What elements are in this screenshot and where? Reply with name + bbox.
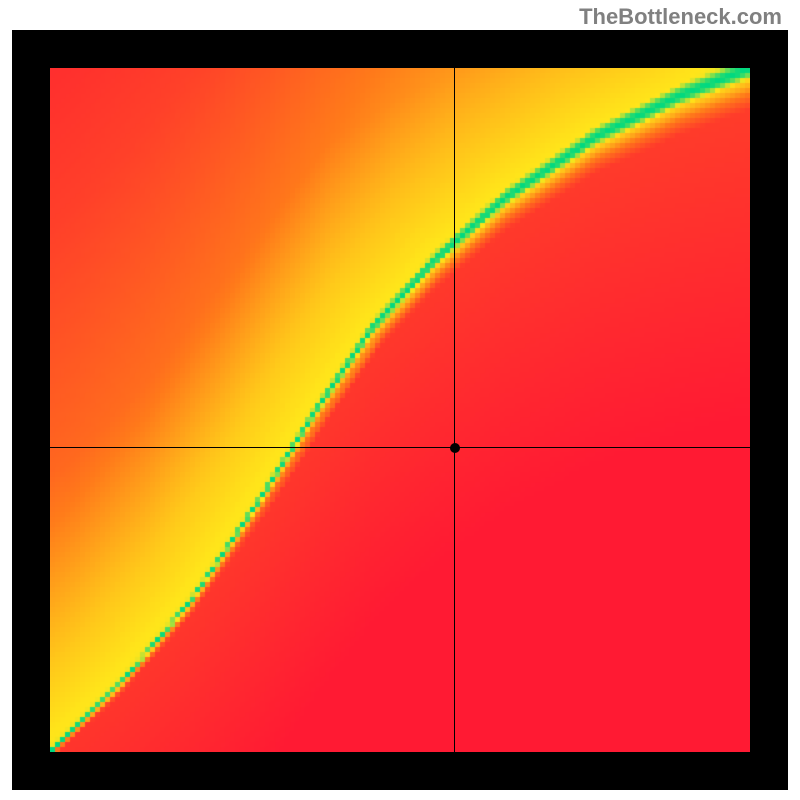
bottleneck-heatmap [50,68,750,752]
chart-outer-frame [12,30,788,790]
crosshair-horizontal [50,447,750,448]
crosshair-vertical [454,68,455,752]
watermark-text: TheBottleneck.com [579,4,782,30]
crosshair-point [450,443,460,453]
